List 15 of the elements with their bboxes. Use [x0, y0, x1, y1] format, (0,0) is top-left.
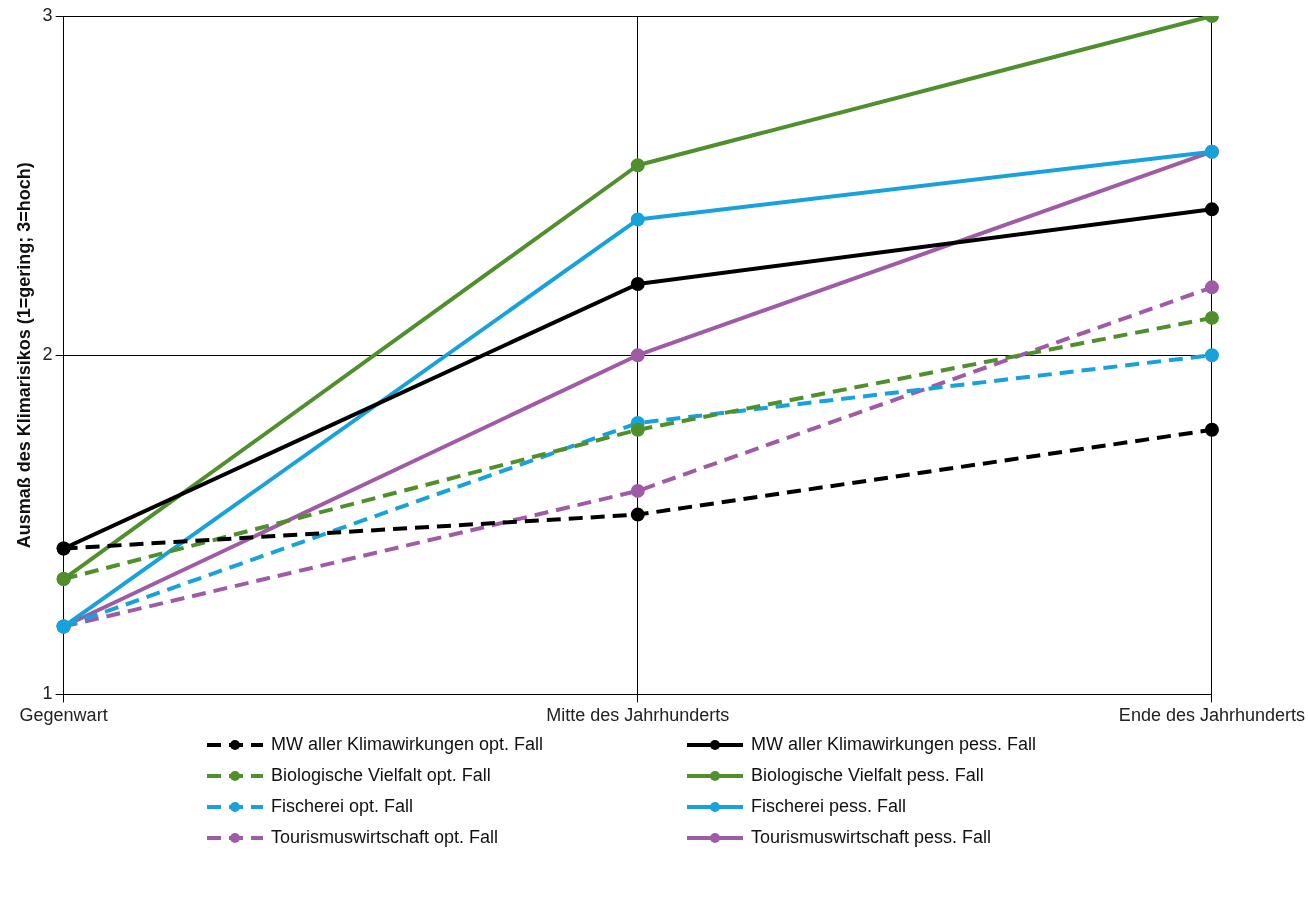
- legend-label: Tourismuswirtschaft opt. Fall: [271, 827, 499, 848]
- legend-label: MW aller Klimawirkungen opt. Fall: [271, 734, 544, 755]
- legend-label: Biologische Vielfalt pess. Fall: [751, 765, 984, 786]
- y-tick-label: 3: [42, 4, 53, 25]
- x-tick-label: Ende des Jahrhunderts: [1118, 705, 1306, 726]
- legend-label: Tourismuswirtschaft pess. Fall: [751, 827, 992, 848]
- legend-label: Biologische Vielfalt opt. Fall: [271, 765, 491, 786]
- y-axis-title: Ausmaß des Klimarisikos (1=gering; 3=hoch): [13, 162, 34, 549]
- x-tick-label: Gegenwart: [19, 705, 108, 726]
- legend-label: Fischerei opt. Fall: [271, 796, 414, 817]
- y-tick-label: 1: [42, 683, 53, 704]
- legend-label: MW aller Klimawirkungen pess. Fall: [751, 734, 1037, 755]
- x-tick-label: Mitte des Jahrhunderts: [546, 705, 730, 726]
- legend-label: Fischerei pess. Fall: [751, 796, 907, 817]
- y-tick-label: 2: [42, 344, 53, 365]
